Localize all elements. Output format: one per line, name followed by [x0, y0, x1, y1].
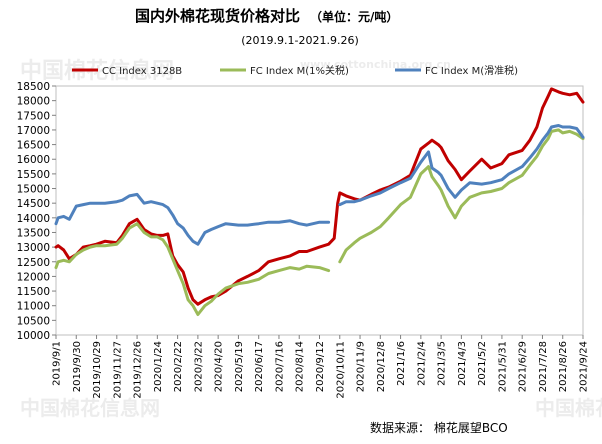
x-tick-label: 2020/2/22 [173, 341, 184, 392]
y-tick-label: 11000 [17, 301, 50, 313]
y-tick-label: 14500 [17, 198, 50, 210]
y-tick-label: 16000 [17, 154, 50, 166]
series-line-3 [54, 192, 331, 246]
x-tick-label: 2021/3/5 [437, 341, 448, 386]
y-tick-label: 12000 [17, 271, 50, 283]
x-tick-label: 2021/5/31 [497, 341, 508, 392]
y-tick-label: 10000 [17, 330, 50, 342]
y-tick-label: 18000 [17, 96, 50, 108]
chart-title: 国内外棉花现货价格对比 [135, 7, 300, 25]
chart-unit-note: （单位：元/吨） [310, 9, 398, 24]
x-tick-label: 2020/3/22 [193, 341, 204, 392]
y-tick-label: 15500 [17, 169, 50, 181]
legend-label: FC Index M(滑准税) [425, 64, 518, 77]
y-tick-label: 11500 [17, 286, 50, 298]
y-tick-label: 17000 [17, 125, 50, 137]
x-tick-label: 2021/2/4 [416, 341, 427, 386]
x-tick-label: 2019/9/1 [52, 341, 63, 386]
y-tick-label: 16500 [17, 140, 50, 152]
plot-border [55, 85, 584, 336]
series-lines [54, 87, 585, 316]
x-axis: 2019/9/1 2019/9/30 2019/10/29 2019/11/27 201… [52, 335, 590, 399]
x-tick-label: 2019/12/26 [133, 341, 144, 399]
x-tick-label: 2020/11/9 [356, 341, 367, 392]
y-tick-label: 18500 [17, 81, 50, 93]
y-tick-label: 13000 [17, 242, 50, 254]
y-tick-label: 13500 [17, 227, 50, 239]
x-tick-label: 2020/10/11 [335, 341, 346, 399]
x-tick-label: 2020/1/24 [153, 341, 164, 392]
x-tick-label: 2020/7/16 [274, 341, 285, 392]
series-line-2 [338, 128, 585, 264]
x-tick-label: 2021/4/3 [457, 341, 468, 386]
y-tick-label: 14000 [17, 213, 50, 225]
watermark-text: 中国棉花信息网 [20, 396, 160, 420]
y-tick-label: 12500 [17, 257, 50, 269]
x-tick-label: 2020/6/17 [254, 341, 265, 392]
legend-label: CC Index 3128B [102, 66, 182, 77]
x-tick-label: 2020/9/12 [315, 341, 326, 392]
x-tick-label: 2021/9/24 [579, 341, 590, 392]
chart-subtitle: (2019.9.1-2021.9.26) [241, 34, 359, 47]
watermark-text: 中国棉花信息网 [535, 396, 602, 420]
x-tick-label: 2020/4/20 [214, 341, 225, 392]
series-line-1 [54, 222, 331, 316]
y-axis: 10000 10500 11000 11500 12000 12500 13000 13500… [17, 81, 56, 342]
x-tick-label: 2021/7/28 [538, 341, 549, 392]
x-tick-label: 2020/8/14 [295, 341, 306, 392]
y-tick-label: 17500 [17, 110, 50, 122]
x-tick-label: 2020/12/8 [376, 341, 387, 392]
legend-label: FC Index M(1%关税) [250, 64, 349, 77]
x-tick-label: 2021/5/2 [477, 341, 488, 386]
y-tick-label: 10500 [17, 315, 50, 327]
x-tick-label: 2021/6/29 [518, 341, 529, 392]
plot-area [55, 85, 584, 336]
series-line-0 [54, 87, 585, 306]
x-tick-label: 2019/11/27 [112, 341, 123, 399]
x-tick-label: 2019/9/30 [72, 341, 83, 392]
x-tick-label: 2021/8/26 [558, 341, 569, 392]
source-note: 数据来源： 棉花展望BCO [370, 420, 508, 435]
y-tick-label: 15000 [17, 184, 50, 196]
x-tick-label: 2019/10/29 [92, 341, 103, 399]
x-tick-label: 2020/5/19 [234, 341, 245, 392]
x-tick-label: 2021/1/6 [396, 341, 407, 386]
legend: CC Index 3128B FC Index M(1%关税) FC Index M… [72, 64, 518, 77]
series-line-4 [338, 124, 585, 207]
watermark-url: www.cottonchina.org.cn [300, 58, 451, 71]
